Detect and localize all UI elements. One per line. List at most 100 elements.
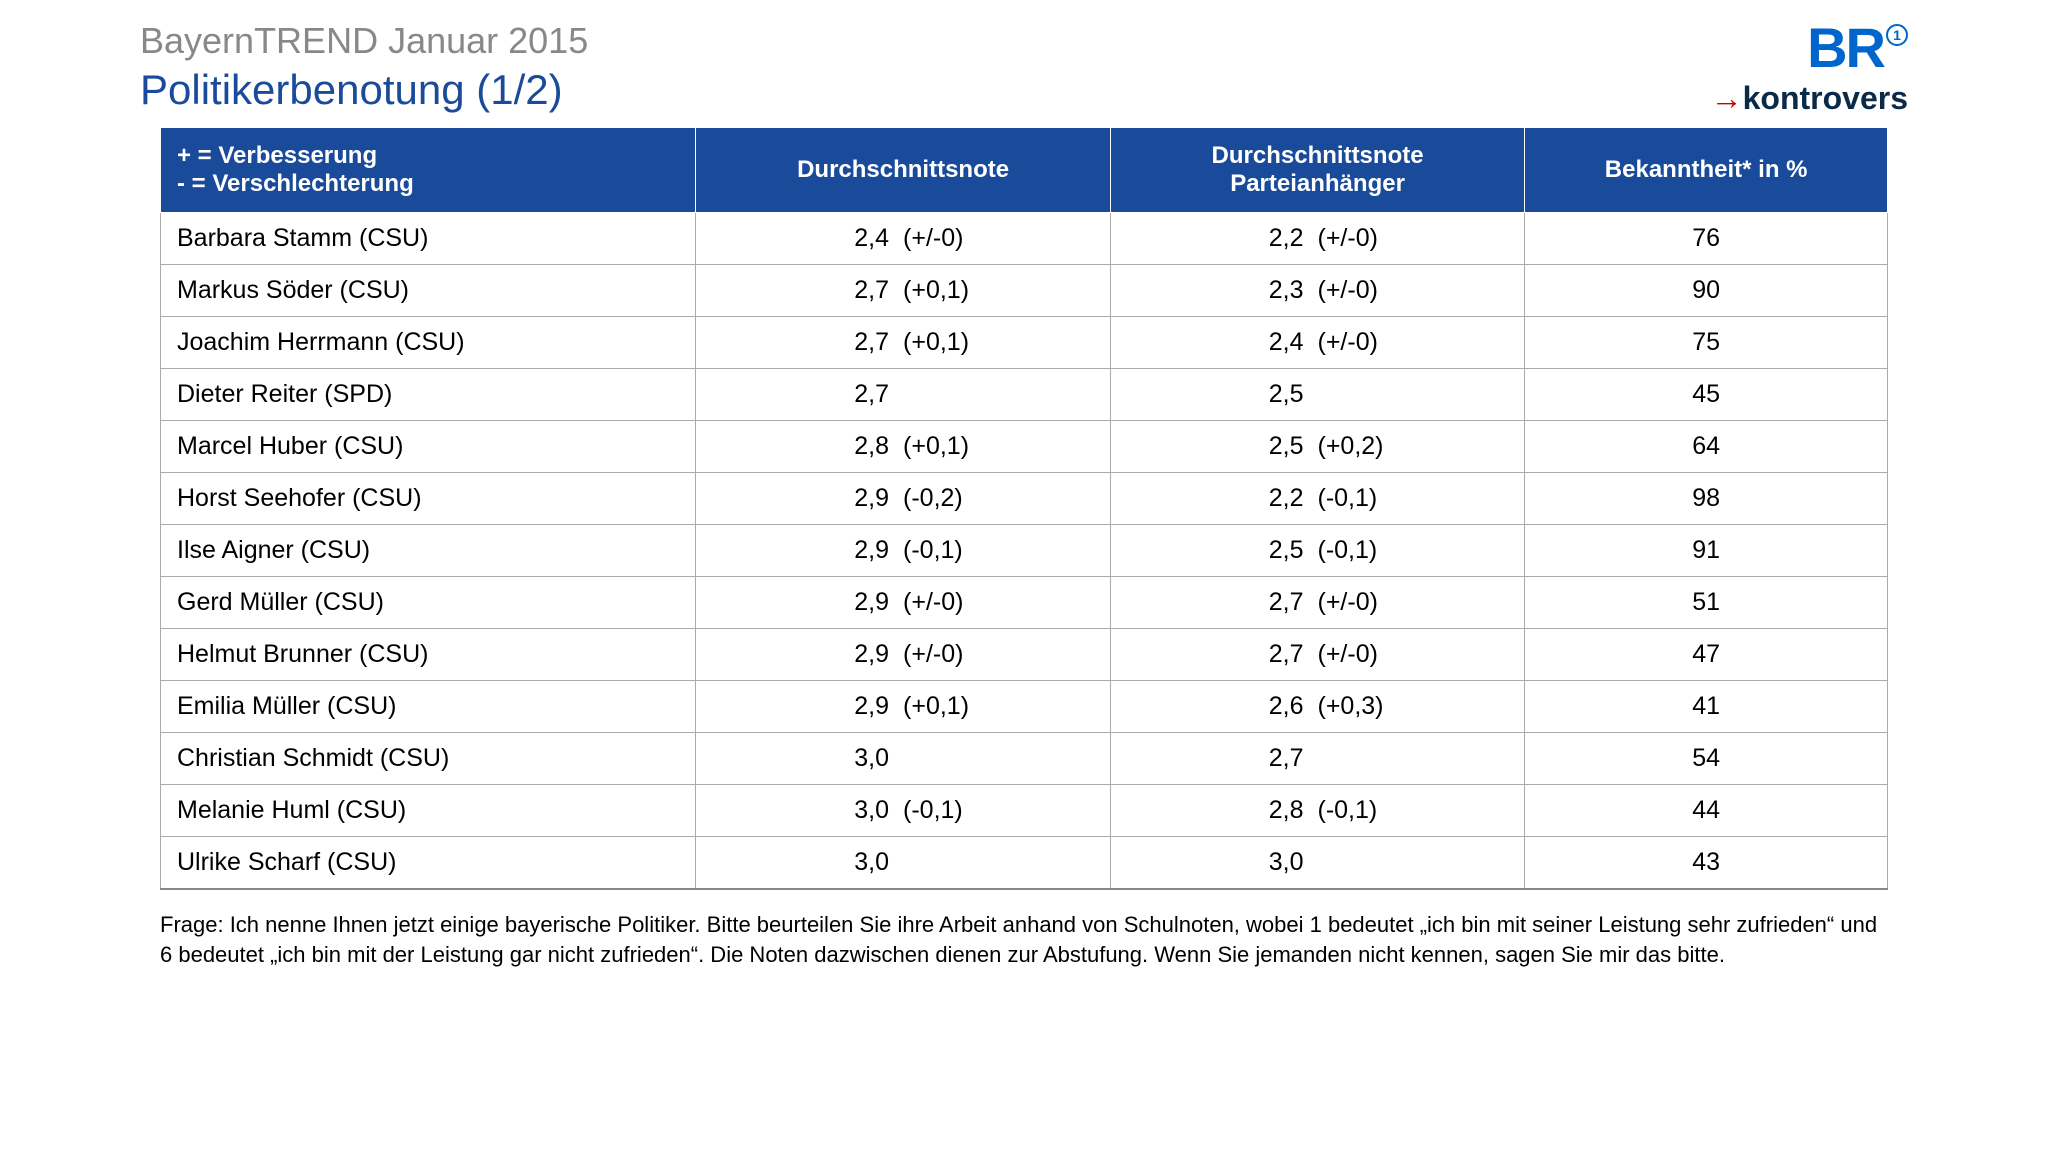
fame-percent: 90 xyxy=(1525,265,1888,317)
party-grade: 2,5(-0,1) xyxy=(1110,525,1524,577)
fame-percent: 44 xyxy=(1525,785,1888,837)
party-grade-delta xyxy=(1318,380,1509,409)
grade-value: 2,4 xyxy=(696,224,903,253)
table-header-row: + = Verbesserung- = Verschlechterung Dur… xyxy=(161,128,1888,213)
party-grade-delta: (-0,1) xyxy=(1318,484,1509,513)
fame-percent: 75 xyxy=(1525,317,1888,369)
footnote: Frage: Ich nenne Ihnen jetzt einige baye… xyxy=(160,910,1888,969)
average-grade: 2,4(+/-0) xyxy=(696,213,1110,265)
table-row: Horst Seehofer (CSU)2,9(-0,2)2,2(-0,1)98 xyxy=(161,473,1888,525)
party-grade-value: 2,2 xyxy=(1111,224,1318,253)
party-grade: 2,6(+0,3) xyxy=(1110,681,1524,733)
grade-delta xyxy=(903,848,1094,877)
grade-delta: (+/-0) xyxy=(903,640,1094,669)
average-grade: 2,8(+0,1) xyxy=(696,421,1110,473)
fame-percent: 45 xyxy=(1525,369,1888,421)
average-grade: 3,0 xyxy=(696,733,1110,785)
fame-percent: 54 xyxy=(1525,733,1888,785)
politician-table-wrap: + = Verbesserung- = Verschlechterung Dur… xyxy=(160,127,1888,890)
party-grade-value: 2,8 xyxy=(1111,796,1318,825)
grade-value: 2,9 xyxy=(696,640,903,669)
grade-delta: (+0,1) xyxy=(903,692,1094,721)
party-grade: 2,3(+/-0) xyxy=(1110,265,1524,317)
arrow-icon: → xyxy=(1711,80,1743,116)
party-grade-delta: (+0,3) xyxy=(1318,692,1509,721)
politician-name: Melanie Huml (CSU) xyxy=(161,785,696,837)
br-logo-mark: 1 xyxy=(1893,27,1901,43)
table-row: Emilia Müller (CSU)2,9(+0,1)2,6(+0,3)41 xyxy=(161,681,1888,733)
party-grade: 3,0 xyxy=(1110,837,1524,890)
party-grade: 2,2(+/-0) xyxy=(1110,213,1524,265)
party-grade-delta: (+/-0) xyxy=(1318,328,1509,357)
grade-value: 2,9 xyxy=(696,536,903,565)
grade-delta: (+0,1) xyxy=(903,432,1094,461)
average-grade: 2,7 xyxy=(696,369,1110,421)
grade-value: 3,0 xyxy=(696,796,903,825)
br-logo: BR 1 xyxy=(1711,20,1908,76)
politician-name: Christian Schmidt (CSU) xyxy=(161,733,696,785)
party-grade: 2,7(+/-0) xyxy=(1110,577,1524,629)
grade-delta: (-0,1) xyxy=(903,796,1094,825)
kontrovers-logo: →kontrovers xyxy=(1711,80,1908,117)
party-grade: 2,2(-0,1) xyxy=(1110,473,1524,525)
party-grade-delta xyxy=(1318,744,1509,773)
grade-delta: (-0,2) xyxy=(903,484,1094,513)
grade-delta xyxy=(903,744,1094,773)
politician-name: Dieter Reiter (SPD) xyxy=(161,369,696,421)
col-party: Durchschnittsnote Parteianhänger xyxy=(1110,128,1524,213)
average-grade: 2,9(+0,1) xyxy=(696,681,1110,733)
average-grade: 2,9(-0,1) xyxy=(696,525,1110,577)
kontrovers-text: kontrovers xyxy=(1743,80,1908,116)
br-logo-circle-icon: 1 xyxy=(1886,24,1908,46)
grade-delta: (+0,1) xyxy=(903,276,1094,305)
politician-name: Ilse Aigner (CSU) xyxy=(161,525,696,577)
fame-percent: 76 xyxy=(1525,213,1888,265)
br-logo-text: BR xyxy=(1807,20,1884,76)
grade-value: 3,0 xyxy=(696,744,903,773)
titles-block: BayernTREND Januar 2015 Politikerbenotun… xyxy=(140,20,1711,114)
party-grade-value: 2,5 xyxy=(1111,380,1318,409)
party-grade-delta: (-0,1) xyxy=(1318,536,1509,565)
politician-name: Emilia Müller (CSU) xyxy=(161,681,696,733)
party-grade-delta: (+/-0) xyxy=(1318,276,1509,305)
average-grade: 2,7(+0,1) xyxy=(696,265,1110,317)
table-body: Barbara Stamm (CSU)2,4(+/-0)2,2(+/-0)76M… xyxy=(161,213,1888,890)
party-grade-value: 2,2 xyxy=(1111,484,1318,513)
politician-name: Horst Seehofer (CSU) xyxy=(161,473,696,525)
grade-value: 2,7 xyxy=(696,276,903,305)
politician-name: Markus Söder (CSU) xyxy=(161,265,696,317)
average-grade: 3,0 xyxy=(696,837,1110,890)
fame-percent: 98 xyxy=(1525,473,1888,525)
party-grade: 2,8(-0,1) xyxy=(1110,785,1524,837)
col-fame: Bekanntheit* in % xyxy=(1525,128,1888,213)
party-grade: 2,7(+/-0) xyxy=(1110,629,1524,681)
politician-name: Marcel Huber (CSU) xyxy=(161,421,696,473)
party-grade-delta: (+0,2) xyxy=(1318,432,1509,461)
col-grade: Durchschnittsnote xyxy=(696,128,1110,213)
table-row: Gerd Müller (CSU)2,9(+/-0)2,7(+/-0)51 xyxy=(161,577,1888,629)
politician-name: Joachim Herrmann (CSU) xyxy=(161,317,696,369)
party-grade-value: 2,5 xyxy=(1111,536,1318,565)
party-grade-value: 2,5 xyxy=(1111,432,1318,461)
logo-block: BR 1 →kontrovers xyxy=(1711,20,1908,117)
table-row: Dieter Reiter (SPD)2,72,5 45 xyxy=(161,369,1888,421)
party-grade-value: 2,6 xyxy=(1111,692,1318,721)
average-grade: 2,9(+/-0) xyxy=(696,629,1110,681)
party-grade: 2,7 xyxy=(1110,733,1524,785)
table-row: Marcel Huber (CSU)2,8(+0,1)2,5(+0,2)64 xyxy=(161,421,1888,473)
party-grade-delta: (+/-0) xyxy=(1318,224,1509,253)
grade-value: 2,9 xyxy=(696,692,903,721)
party-grade-value: 2,7 xyxy=(1111,640,1318,669)
fame-percent: 47 xyxy=(1525,629,1888,681)
fame-percent: 43 xyxy=(1525,837,1888,890)
grade-delta: (-0,1) xyxy=(903,536,1094,565)
politician-name: Barbara Stamm (CSU) xyxy=(161,213,696,265)
party-grade-value: 3,0 xyxy=(1111,848,1318,877)
col-legend: + = Verbesserung- = Verschlechterung xyxy=(161,128,696,213)
fame-percent: 51 xyxy=(1525,577,1888,629)
politician-table: + = Verbesserung- = Verschlechterung Dur… xyxy=(160,127,1888,890)
grade-value: 2,9 xyxy=(696,588,903,617)
table-row: Ilse Aigner (CSU)2,9(-0,1)2,5(-0,1)91 xyxy=(161,525,1888,577)
grade-delta: (+0,1) xyxy=(903,328,1094,357)
party-grade-value: 2,3 xyxy=(1111,276,1318,305)
